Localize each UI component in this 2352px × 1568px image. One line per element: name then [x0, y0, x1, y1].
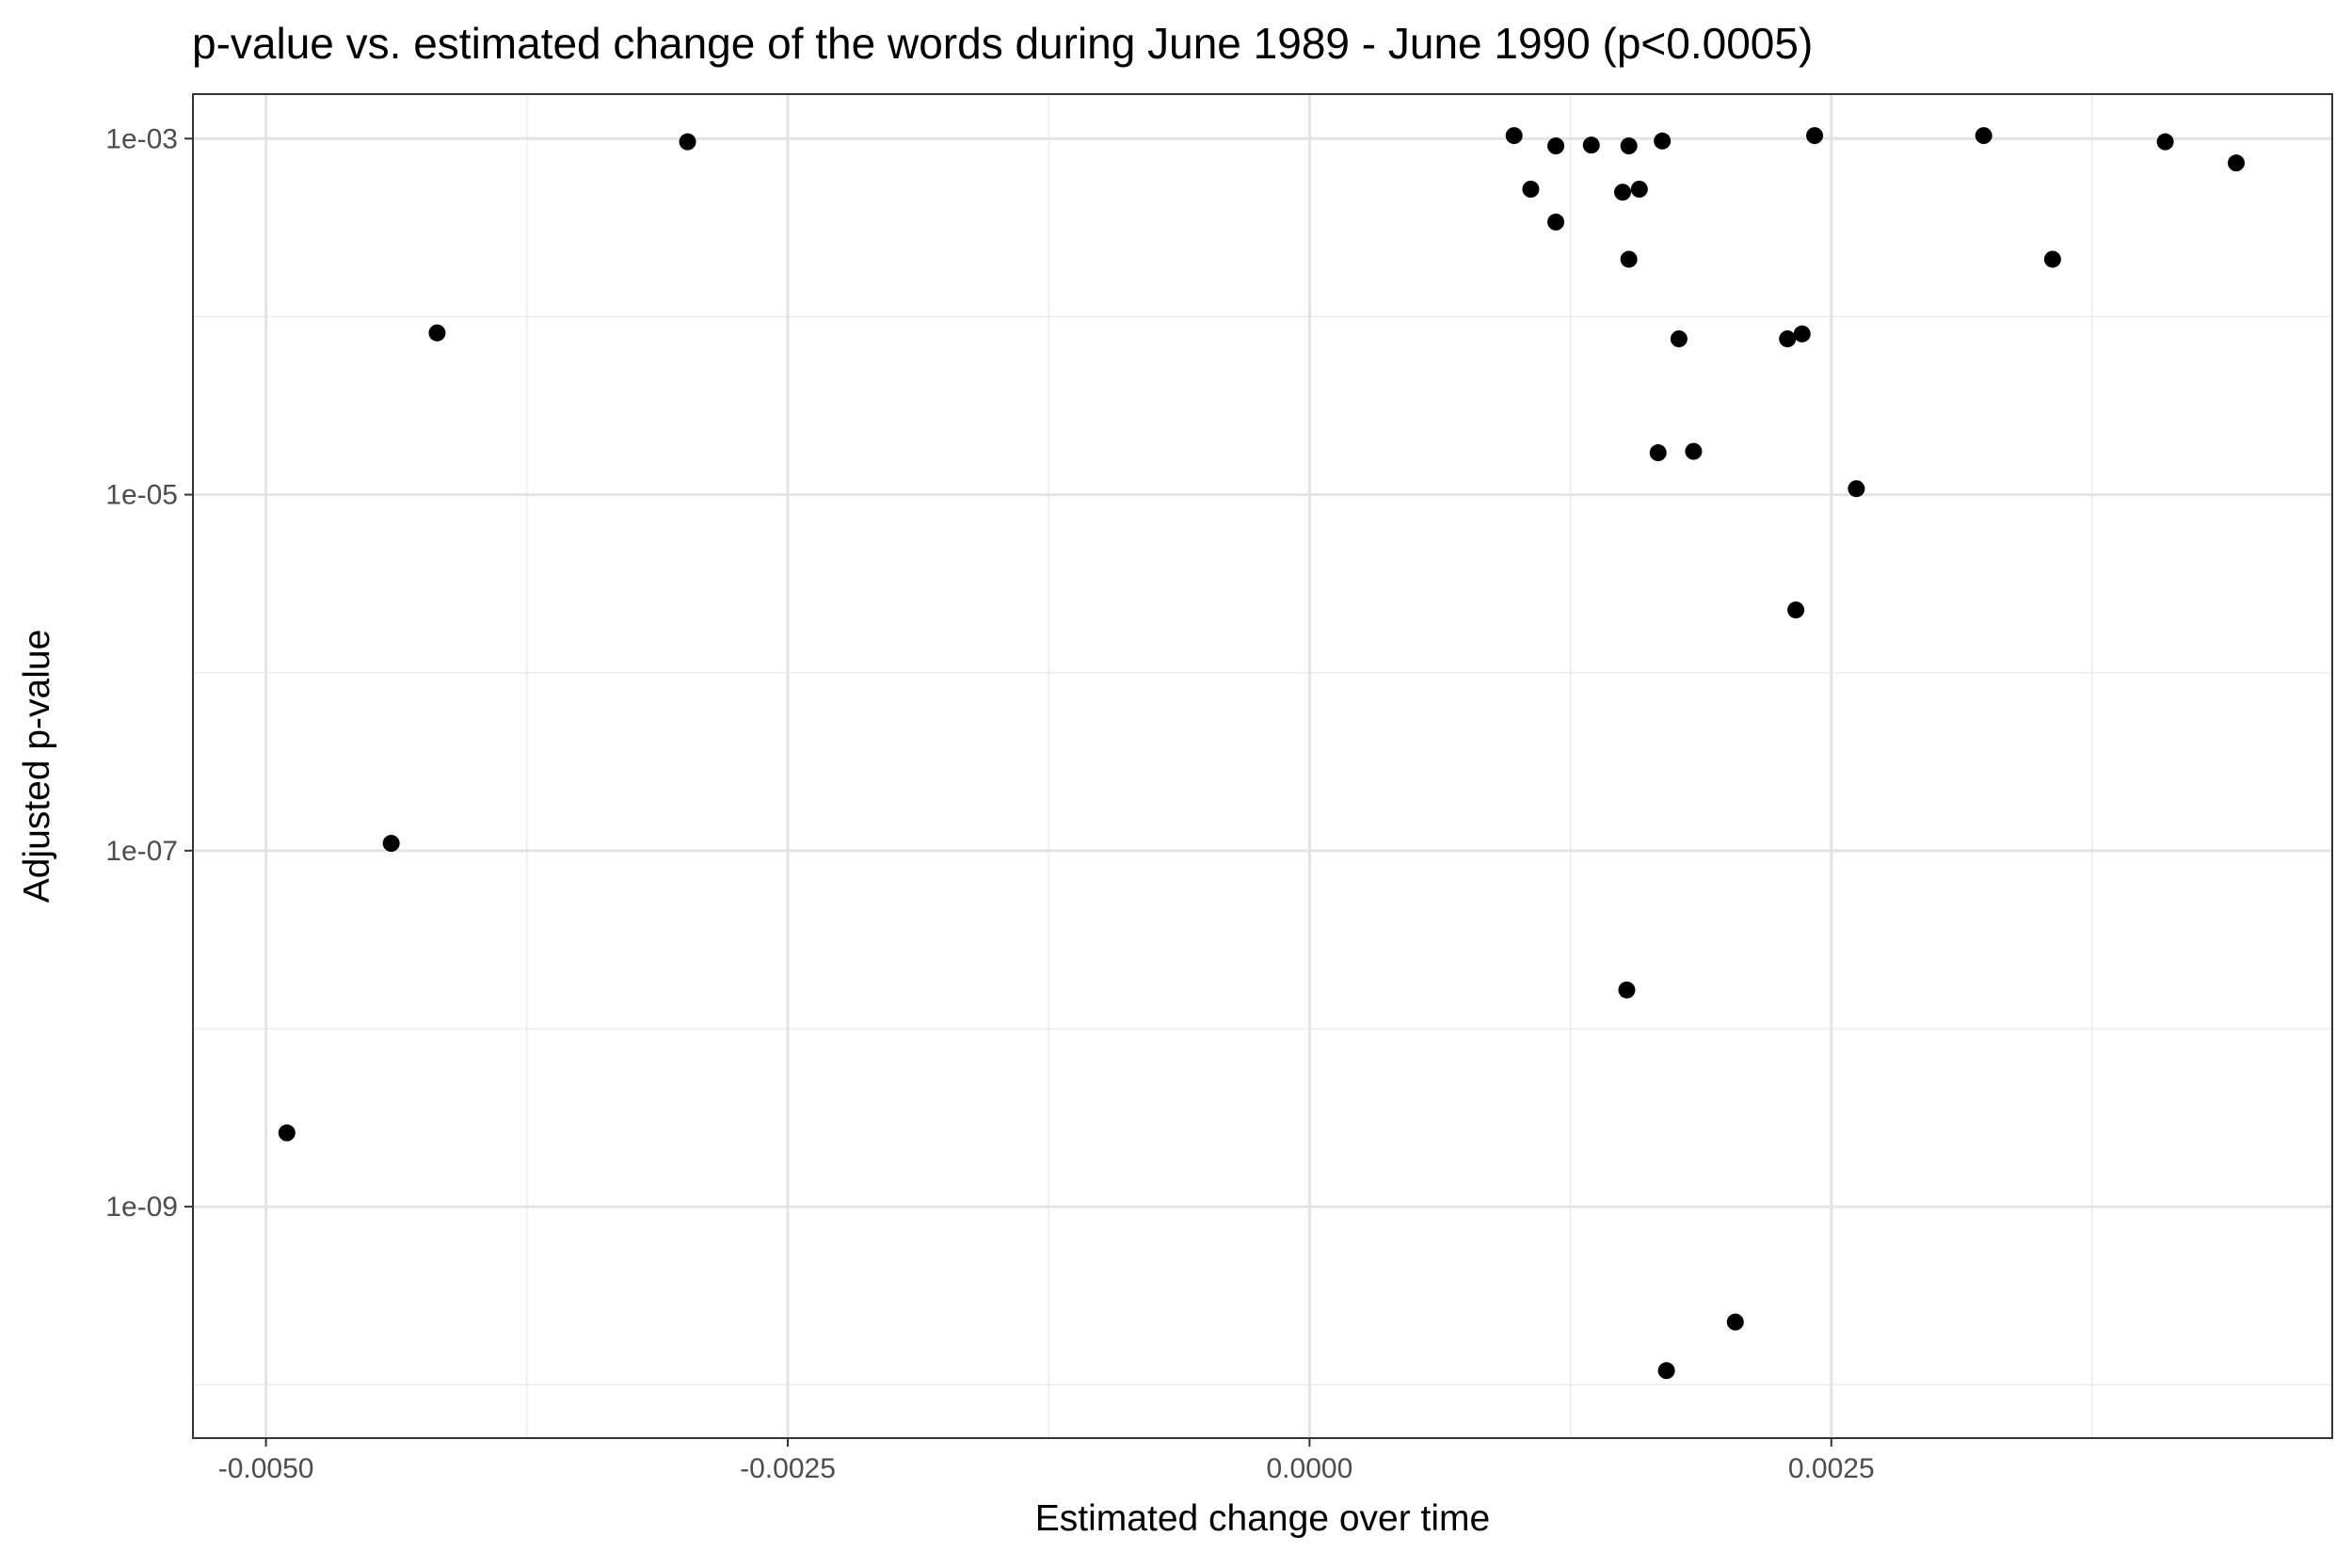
panel-background: [193, 94, 2332, 1438]
data-point: [1630, 180, 1648, 198]
x-axis-title: Estimated change over time: [1035, 1498, 1490, 1539]
x-tick-label: -0.0050: [218, 1453, 314, 1484]
data-point: [1618, 981, 1636, 999]
chart-title: p-value vs. estimated change of the word…: [192, 19, 1813, 68]
data-point: [1547, 213, 1565, 231]
data-point: [1614, 184, 1632, 201]
data-point: [428, 324, 446, 342]
data-point: [1654, 132, 1672, 150]
y-tick-label: 1e-07: [105, 836, 178, 867]
data-point: [2043, 250, 2061, 268]
data-point: [1582, 136, 1600, 154]
data-point: [1779, 330, 1797, 348]
data-point: [382, 835, 400, 853]
data-point: [1522, 180, 1540, 198]
panel-border: [192, 93, 2333, 1439]
y-tick-label: 1e-05: [105, 480, 178, 511]
y-axis-title: Adjusted p-value: [17, 630, 57, 904]
data-point: [1505, 127, 1523, 145]
data-point: [1793, 325, 1811, 343]
data-points: [278, 127, 2245, 1380]
data-point: [1787, 601, 1805, 619]
x-tick-label: 0.0000: [1267, 1453, 1353, 1484]
data-point: [2156, 133, 2174, 151]
y-axis: 1e-03 1e-05 1e-07 1e-09: [105, 123, 193, 1223]
data-point: [1649, 444, 1667, 462]
data-point: [1848, 480, 1865, 498]
plot-panel: [192, 93, 2333, 1439]
x-tick-label: 0.0025: [1788, 1453, 1875, 1484]
data-point: [2227, 154, 2245, 172]
data-point: [1726, 1313, 1744, 1331]
data-point: [679, 133, 696, 151]
major-gridlines: [193, 94, 2332, 1438]
y-tick-label: 1e-09: [105, 1192, 178, 1223]
data-point: [278, 1124, 296, 1142]
data-point: [1657, 1362, 1675, 1380]
data-point: [1806, 127, 1824, 145]
x-tick-label: -0.0025: [740, 1453, 836, 1484]
data-point: [1620, 137, 1638, 155]
data-point: [1547, 137, 1565, 155]
data-point: [1685, 442, 1703, 460]
data-point: [1670, 330, 1688, 348]
minor-gridlines: [193, 94, 2332, 1438]
data-point: [1975, 127, 1992, 145]
data-point: [1620, 250, 1638, 268]
y-tick-label: 1e-03: [105, 123, 178, 154]
x-axis: -0.0050 -0.0025 0.0000 0.0025: [218, 1438, 1875, 1484]
